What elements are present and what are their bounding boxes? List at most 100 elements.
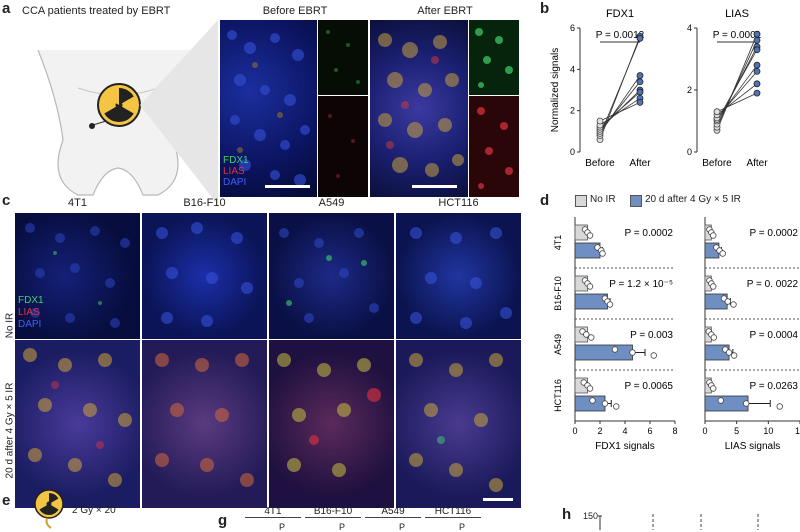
col-label-4t1: 4T1 — [68, 197, 87, 209]
h-ytick-150: 150 — [583, 511, 599, 521]
b-yticklabel-1-1: 2 — [687, 85, 692, 95]
b-yticklabel-0-3: 6 — [570, 23, 575, 33]
d-pvalue-1-3: P = 0.0263 — [750, 381, 799, 392]
d-xticklabel-1-0: 0 — [702, 426, 707, 436]
d-xticklabel-0-2: 4 — [622, 426, 627, 436]
d-xticklabel-1-3: 15 — [795, 426, 800, 436]
before-ebrt-label: Before EBRT — [262, 5, 328, 17]
d-xlabel-0: FDX1 signals — [595, 441, 654, 452]
b-point-after-0-1 — [636, 34, 644, 42]
legend-swatch-noir — [575, 195, 587, 207]
b-pvalue-0: P = 0.0012 — [596, 30, 645, 41]
after-merge-image — [370, 20, 468, 197]
g-p-1: P — [339, 522, 346, 532]
b-yticklabel-0-1: 2 — [570, 106, 575, 116]
d-bar-ir-0-1 — [574, 293, 608, 310]
d-pvalue-0-2: P = 0.003 — [630, 330, 673, 341]
d-xticklabel-0-1: 2 — [597, 426, 602, 436]
before-fdx1-channel — [318, 20, 368, 95]
b-pair-line-0-2 — [599, 75, 641, 134]
d-point-noir-0-0-2 — [586, 232, 594, 239]
d-xticklabel-0-4: 8 — [672, 426, 677, 436]
d-point-noir-0-2-2 — [588, 334, 595, 341]
b-xlabel-after-1: After — [746, 158, 768, 169]
d-category-3: HCT116 — [553, 379, 563, 412]
b-pair-line-0-1 — [599, 38, 641, 136]
col-label-a549: A549 — [318, 197, 345, 209]
b-pair-line-1-0 — [716, 34, 758, 131]
d-point-ir-0-2-2 — [650, 352, 657, 359]
b-xlabel-before-0: Before — [585, 158, 615, 169]
g-p-3: P — [459, 522, 466, 532]
d-point-ir-0-3-2 — [613, 403, 620, 410]
b-xlabel-after-0: After — [629, 158, 651, 169]
b-point-after-1-5 — [753, 68, 761, 75]
magnify-cone — [140, 20, 218, 205]
b-xlabel-before-1: Before — [702, 158, 732, 169]
b-point-before-0-7 — [596, 117, 604, 125]
d-category-1: B16-F10 — [553, 276, 563, 311]
panel-label-a: a — [2, 0, 11, 17]
d-point-noir-1-1-2 — [710, 283, 717, 290]
b-point-after-0-5 — [636, 88, 644, 96]
b-title-0: FDX1 — [606, 8, 634, 20]
h-axes — [598, 514, 759, 530]
scale-bar-c — [483, 498, 513, 501]
d-point-noir-1-0-2 — [710, 232, 717, 239]
b-point-after-1-4 — [753, 61, 761, 69]
row-label-ir: 20 d after 4 Gy × 5 IR — [4, 382, 16, 479]
d-pvalue-0-3: P = 0.0065 — [625, 381, 674, 392]
b-point-after-0-7 — [636, 99, 644, 106]
b-pair-line-1-6 — [716, 83, 758, 116]
d-point-noir-0-2-1 — [583, 331, 590, 338]
d-category-0: 4T1 — [553, 235, 563, 251]
d-xlabel-1: LIAS signals — [725, 441, 781, 452]
col-label-hct116: HCT116 — [438, 197, 479, 209]
legend-label-ir: 20 d after 4 Gy × 5 IR — [645, 194, 741, 205]
b-pair-line-1-1 — [716, 40, 758, 128]
after-fdx1-channel — [469, 20, 519, 95]
d-bar-ir-1-3 — [704, 395, 749, 412]
b-point-after-0-2 — [636, 72, 644, 79]
panel-label-g: g — [218, 512, 228, 529]
dose-label: 2 Gy × 20 — [72, 505, 116, 516]
col-label-b16f10: B16-F10 — [183, 197, 226, 209]
d-point-ir-1-0-2 — [719, 250, 726, 257]
stain-lias-c: LIAS — [18, 307, 40, 318]
scale-bar-after — [412, 185, 457, 188]
stain-dapi-c: DAPI — [18, 319, 42, 330]
panel-d-charts: 0 2 4 6 8 FDX1 signals 4T1 P = 0.0002 B16-F10 P =… — [553, 217, 800, 452]
d-pvalue-0-1: P = 1.2 × 10⁻⁵ — [609, 279, 673, 290]
d-bar-ir-0-3 — [574, 395, 606, 412]
b-yticklabel-0-0: 0 — [570, 147, 575, 157]
d-pvalue-1-0: P = 0.0002 — [750, 228, 799, 239]
panel-a-title: CCA patients treated by EBRT — [22, 5, 171, 17]
g-col-a549: A549 — [365, 506, 421, 518]
b-point-before-1-7 — [713, 108, 721, 116]
d-pvalue-1-1: P = 0. 0022 — [747, 279, 799, 290]
d-xticklabel-0-3: 6 — [647, 426, 652, 436]
b-ylabel-0: Normalized signals — [550, 48, 561, 132]
micro-b16f10-ir — [142, 340, 267, 508]
b-pair-line-1-5 — [716, 71, 758, 119]
b-point-after-1-6 — [753, 80, 761, 88]
d-point-ir-1-3-0 — [717, 397, 725, 404]
panel-label-c: c — [2, 192, 11, 209]
d-point-ir-1-1-2 — [730, 301, 737, 308]
panel-label-d: d — [540, 192, 550, 209]
after-ebrt-label: After EBRT — [417, 5, 473, 17]
panel-label-e: e — [2, 492, 11, 509]
b-pair-line-0-5 — [599, 91, 641, 128]
b-pair-line-1-3 — [716, 49, 758, 122]
b-point-after-1-0 — [753, 30, 761, 38]
row-label-noir: No IR — [4, 312, 16, 339]
stain-lias-a: LIAS — [223, 166, 245, 177]
d-point-ir-0-2-0 — [611, 346, 619, 353]
d-xticklabel-1-2: 10 — [763, 426, 773, 436]
micro-hct116-noir — [396, 213, 521, 339]
b-title-1: LIAS — [725, 8, 749, 20]
b-point-after-1-7 — [753, 89, 761, 97]
stain-fdx1-a: FDX1 — [223, 155, 249, 166]
g-col-b16f10: B16-F10 — [305, 506, 361, 518]
d-point-ir-1-2-1 — [725, 349, 733, 356]
